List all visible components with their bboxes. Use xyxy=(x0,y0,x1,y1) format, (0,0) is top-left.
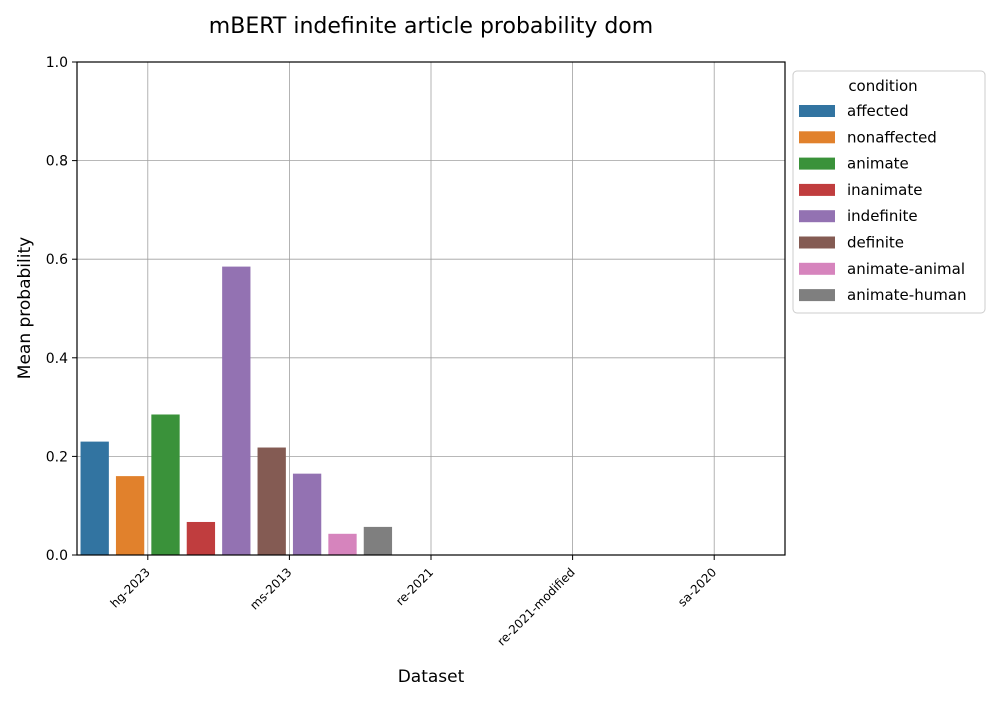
y-axis-label: Mean probability xyxy=(15,237,35,379)
legend-swatch-nonaffected xyxy=(799,131,835,144)
legend-swatch-inanimate xyxy=(799,183,835,196)
y-tick-label: 0.0 xyxy=(46,548,68,564)
legend-swatch-animate-human xyxy=(799,289,835,302)
legend-label-animate-human: animate-human xyxy=(847,286,967,304)
bar-ms-2013-animate xyxy=(151,414,180,555)
legend-swatch-affected xyxy=(799,105,835,117)
legend-label-nonaffected: nonaffected xyxy=(847,128,937,146)
legend: condition affected nonaffected animate inani… xyxy=(792,70,986,314)
legend-label-indefinite: indefinite xyxy=(847,207,918,225)
chart-title: mBERT indefinite article probability dom xyxy=(209,14,653,39)
bar-hg-2023-affected xyxy=(80,441,109,555)
bar-re-2021-indefinite xyxy=(222,266,251,555)
grid xyxy=(77,61,785,556)
y-tick-label: 0.8 xyxy=(46,154,68,170)
x-axis: hg-2023 ms-2013 re-2021 re-2021-modified sa-… xyxy=(108,555,719,649)
bar-re-2021-modified-indefinite xyxy=(292,473,322,555)
x-tick-label: re-2021-modified xyxy=(494,565,577,648)
y-tick-label: 0.2 xyxy=(46,449,68,465)
legend-swatch-animate-animal xyxy=(799,262,835,275)
bar-re-2021-modified-definite xyxy=(257,447,286,555)
legend-title: condition xyxy=(848,77,917,95)
y-tick-label: 0.6 xyxy=(46,252,68,268)
y-tick-label: 1.0 xyxy=(46,55,68,71)
legend-box xyxy=(792,70,986,314)
y-tick-label: 0.4 xyxy=(46,351,68,367)
x-tick-label: re-2021 xyxy=(393,565,436,608)
legend-label-animate-animal: animate-animal xyxy=(847,260,965,278)
bar-sa-2020-animate-human xyxy=(363,526,393,555)
x-axis-label: Dataset xyxy=(398,667,465,687)
bars xyxy=(80,266,393,555)
legend-swatch-animate xyxy=(799,157,835,170)
legend-label-inanimate: inanimate xyxy=(847,181,922,199)
y-axis: 0.0 0.2 0.4 0.6 0.8 1.0 xyxy=(46,55,77,564)
legend-label-affected: affected xyxy=(847,102,909,120)
x-tick-label: hg-2023 xyxy=(108,565,153,610)
bar-sa-2020-animate-animal xyxy=(328,533,357,555)
legend-label-definite: definite xyxy=(847,234,904,252)
legend-label-animate: animate xyxy=(847,155,909,173)
legend-swatch-definite xyxy=(799,236,835,249)
x-tick-label: ms-2013 xyxy=(247,565,294,612)
bar-ms-2013-inanimate xyxy=(186,521,216,555)
x-tick-label: sa-2020 xyxy=(675,565,719,609)
legend-swatch-indefinite xyxy=(799,210,835,223)
bar-hg-2023-nonaffected xyxy=(115,476,145,555)
